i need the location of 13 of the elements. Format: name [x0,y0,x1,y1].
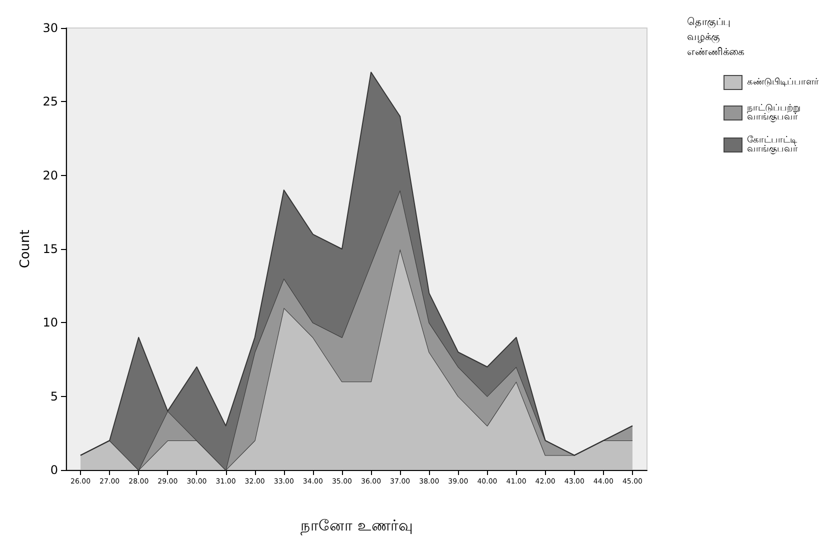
y-tick-label: 30 [42,21,58,35]
y-tick-label: 10 [42,316,58,330]
legend-label: நாட்டுப்பற்று வாங்குபவர் [747,104,804,124]
y-tick-label: 20 [42,168,58,182]
y-tick-label: 15 [42,242,58,256]
y-tick-label: 25 [42,94,58,109]
x-axis-title: நானோ உணர்வு [300,516,412,534]
y-tick-label: 0 [50,463,58,477]
legend-title: தொகுப்பு வழக்கு எண்ணிக்கை [687,17,744,58]
legend-label: கோட்பாட்டி வாங்குபவர் [747,136,800,156]
legend-label: கண்டுபிடிப்பாளர் [747,78,819,88]
y-axis-title: Count [18,230,33,268]
y-tick-label: 5 [50,389,58,404]
